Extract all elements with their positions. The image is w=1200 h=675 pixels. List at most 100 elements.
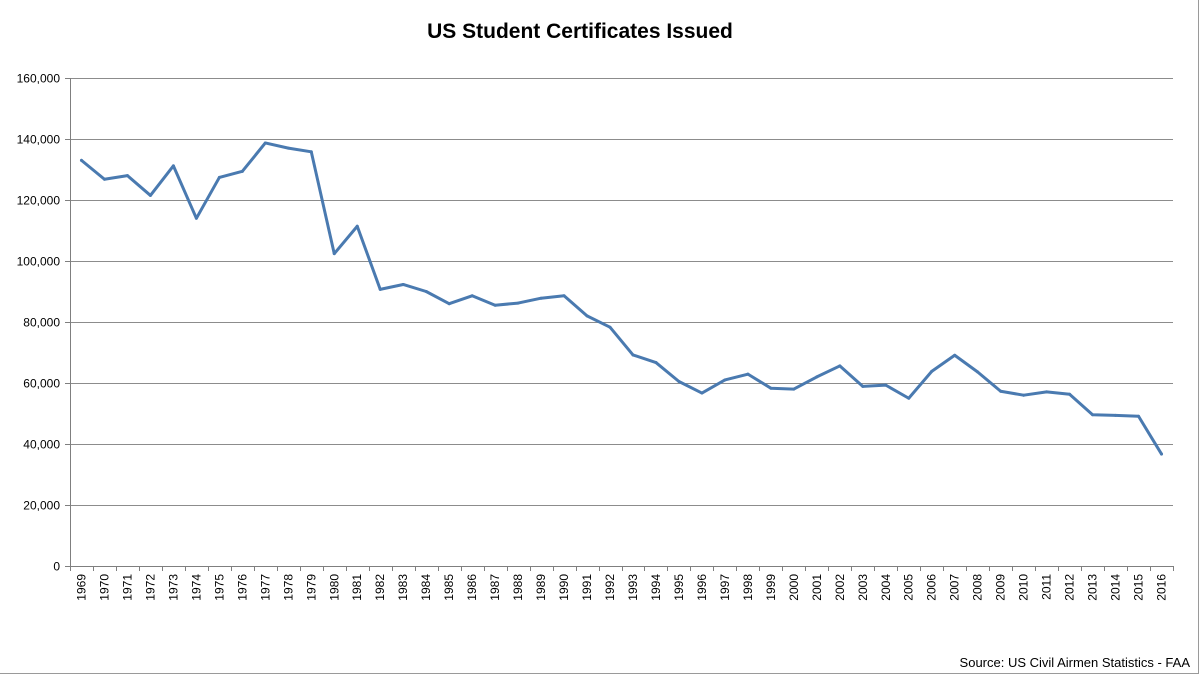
x-tick-label: 1986 (465, 574, 479, 601)
axes (65, 78, 1174, 571)
data-point (309, 150, 313, 154)
x-tick-label: 2000 (787, 574, 801, 601)
data-point (585, 314, 589, 318)
data-point (608, 325, 612, 329)
data-point (332, 252, 336, 256)
gridlines (70, 78, 1173, 506)
x-tick-label: 1970 (98, 574, 112, 601)
x-tick-label: 2011 (1040, 574, 1054, 600)
data-point (631, 353, 635, 357)
x-tick-label: 1994 (649, 574, 663, 601)
x-tick-label: 1998 (741, 574, 755, 601)
x-tick-label: 2004 (879, 574, 893, 601)
y-tick-label: 160,000 (17, 72, 61, 86)
y-tick-label: 100,000 (17, 255, 61, 269)
x-tick-label: 2003 (856, 574, 870, 601)
x-tick-label: 2007 (948, 574, 962, 601)
x-tick-label: 1971 (120, 574, 134, 601)
data-point (148, 193, 152, 197)
data-point (516, 301, 520, 305)
x-tick-label: 1974 (189, 574, 203, 601)
x-tick-label: 1982 (373, 574, 387, 601)
data-point (907, 396, 911, 400)
x-tick-label: 1983 (396, 574, 410, 601)
y-tick-label: 120,000 (17, 194, 61, 208)
y-tick-label: 60,000 (23, 377, 60, 391)
data-point (470, 294, 474, 298)
data-point (700, 391, 704, 395)
x-tick-label: 2010 (1017, 574, 1031, 601)
x-tick-label: 1975 (212, 574, 226, 601)
series-layer (79, 141, 1164, 456)
data-point (1022, 393, 1026, 397)
x-tick-label: 1993 (626, 574, 640, 601)
data-point (884, 383, 888, 387)
data-point (539, 296, 543, 300)
x-tick-label: 1972 (143, 574, 157, 601)
chart-title: US Student Certificates Issued (427, 20, 733, 43)
data-point (1045, 390, 1049, 394)
x-tick-label: 1991 (580, 574, 594, 601)
x-tick-label: 2008 (971, 574, 985, 601)
data-point (1091, 413, 1095, 417)
x-tick-label: 1997 (718, 574, 732, 601)
x-tick-label: 1976 (235, 574, 249, 601)
data-point (493, 303, 497, 307)
data-point (792, 387, 796, 391)
data-point (677, 379, 681, 383)
x-tick-label: 1989 (534, 574, 548, 601)
data-point (723, 378, 727, 382)
data-point (953, 353, 957, 357)
data-point (1114, 413, 1118, 417)
data-point (838, 364, 842, 368)
x-tick-label: 1977 (258, 574, 272, 601)
x-tick-label: 1979 (304, 574, 318, 601)
x-tick-label: 1988 (511, 574, 525, 601)
data-point (263, 141, 267, 145)
data-point (240, 169, 244, 173)
x-tick-label: 1984 (419, 574, 433, 601)
x-tick-label: 1990 (557, 574, 571, 601)
x-tick-label: 1987 (488, 574, 502, 601)
data-point (861, 384, 865, 388)
x-axis-tick-labels: 1969 1970 1971 1972 1973 1974 1975 1976 1977 1978… (75, 574, 1169, 601)
x-tick-label: 2009 (994, 574, 1008, 601)
series-line (79, 141, 1164, 456)
x-tick-label: 1985 (442, 574, 456, 601)
x-tick-label: 1996 (695, 574, 709, 601)
y-tick-label: 40,000 (23, 438, 60, 452)
y-tick-label: 0 (53, 560, 60, 574)
x-tick-label: 1999 (764, 574, 778, 601)
x-tick-label: 2006 (925, 574, 939, 601)
data-point (815, 375, 819, 379)
data-point (769, 386, 773, 390)
data-point (447, 302, 451, 306)
x-tick-label: 1981 (350, 574, 364, 601)
x-tick-label: 1992 (603, 574, 617, 601)
data-point (79, 158, 83, 162)
data-point (654, 361, 658, 365)
x-tick-label: 2012 (1063, 574, 1077, 601)
data-point (125, 174, 129, 178)
data-point (1160, 452, 1164, 456)
x-tick-label: 1973 (166, 574, 180, 601)
data-point (424, 290, 428, 293)
x-tick-label: 1995 (672, 574, 686, 601)
data-point (746, 372, 750, 376)
data-point (401, 282, 405, 286)
data-point (1068, 392, 1072, 396)
x-tick-label: 2014 (1109, 574, 1123, 601)
x-tick-label: 2002 (833, 574, 847, 601)
data-point (378, 287, 382, 291)
y-tick-label: 140,000 (17, 133, 61, 147)
y-tick-label: 20,000 (23, 499, 60, 513)
x-tick-label: 2016 (1155, 574, 1169, 601)
y-axis-tick-labels: 0 20,000 40,000 60,000 80,000 100,000 120,000 1… (17, 72, 61, 574)
x-tick-label: 2005 (902, 574, 916, 601)
data-point (217, 175, 221, 179)
data-point (355, 224, 359, 228)
data-point (171, 164, 175, 168)
data-point (976, 370, 980, 374)
